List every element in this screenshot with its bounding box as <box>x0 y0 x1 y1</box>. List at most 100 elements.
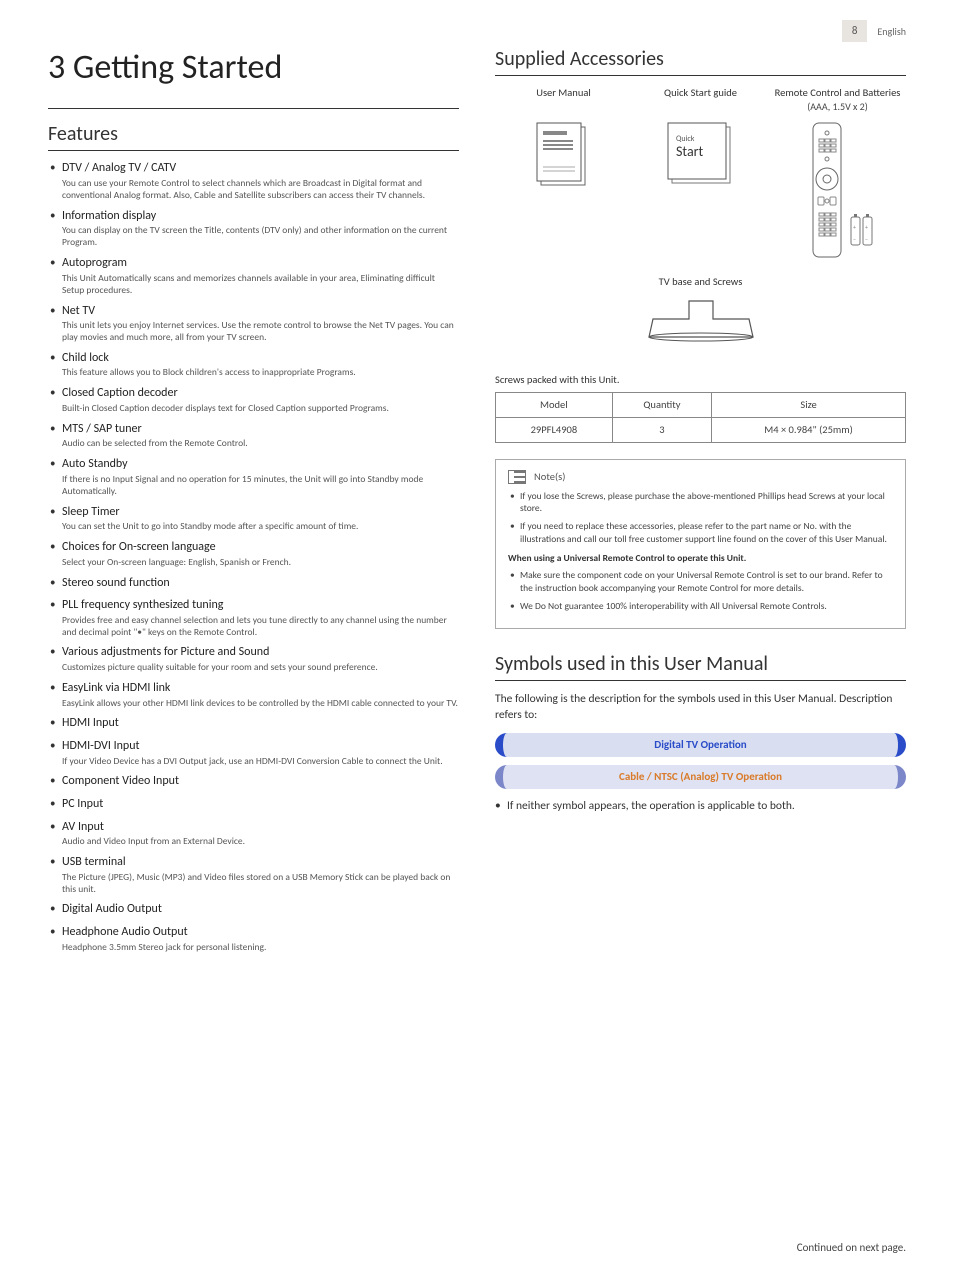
feature-title: Various adjustments for Picture and Soun… <box>62 645 459 661</box>
feature-title: Component Video Input <box>62 774 459 790</box>
feature-title: Digital Audio Output <box>62 902 459 918</box>
pill-analog-tv: Cable / NTSC (Analog) TV Operation <box>495 765 906 789</box>
chapter-rule <box>48 108 459 109</box>
two-column-layout: 3 Getting Started Features DTV / Analog … <box>48 46 906 960</box>
feature-title: DTV / Analog TV / CATV <box>62 161 459 177</box>
page-header: 8 English <box>48 20 906 42</box>
accessories-labels-row: User Manual Quick Start guide Remote Con… <box>495 86 906 113</box>
feature-title: Autoprogram <box>62 256 459 272</box>
feature-item: USB terminalThe Picture (JPEG), Music (M… <box>48 855 459 895</box>
feature-title: Stereo sound function <box>62 576 459 592</box>
chapter-number: 3 <box>48 47 65 88</box>
feature-item: AV InputAudio and Video Input from an Ex… <box>48 820 459 848</box>
pill-digital-tv: Digital TV Operation <box>495 733 906 757</box>
feature-desc: This unit lets you enjoy Internet servic… <box>62 320 459 344</box>
feature-desc: Headphone 3.5mm Stereo jack for personal… <box>62 942 459 954</box>
svg-text:−: − <box>865 235 868 243</box>
chapter-name: Getting Started <box>73 47 282 88</box>
svg-text:+: + <box>865 223 868 231</box>
td-model: 29PFL4908 <box>496 417 613 442</box>
notes-label: Note(s) <box>534 470 565 484</box>
feature-item: Sleep TimerYou can set the Unit to go in… <box>48 505 459 533</box>
feature-item: HDMI-DVI InputIf your Video Device has a… <box>48 739 459 767</box>
feature-title: HDMI-DVI Input <box>62 739 459 755</box>
right-column: Supplied Accessories User Manual Quick S… <box>495 46 906 960</box>
th-quantity: Quantity <box>612 393 711 418</box>
feature-desc: You can use your Remote Control to selec… <box>62 178 459 202</box>
feature-desc: Customizes picture quality suitable for … <box>62 662 459 674</box>
note-item: If you need to replace these accessories… <box>508 520 893 546</box>
feature-item: Component Video Input <box>48 774 459 790</box>
accessories-heading: Supplied Accessories <box>495 46 906 76</box>
feature-item: EasyLink via HDMI linkEasyLink allows yo… <box>48 681 459 709</box>
feature-title: Information display <box>62 209 459 225</box>
feature-item: Auto StandbyIf there is no Input Signal … <box>48 457 459 497</box>
label-remote: Remote Control and Batteries <box>769 86 906 100</box>
feature-desc: The Picture (JPEG), Music (MP3) and Vide… <box>62 872 459 896</box>
feature-desc: Audio and Video Input from an External D… <box>62 836 459 848</box>
feature-desc: Provides free and easy channel selection… <box>62 615 459 639</box>
feature-desc: You can display on the TV screen the Tit… <box>62 225 459 249</box>
td-quantity: 3 <box>612 417 711 442</box>
feature-desc: If your Video Device has a DVI Output ja… <box>62 756 459 768</box>
feature-title: Sleep Timer <box>62 505 459 521</box>
footer-continued: Continued on next page. <box>48 1241 906 1255</box>
feature-item: Net TVThis unit lets you enjoy Internet … <box>48 304 459 344</box>
svg-text:−: − <box>853 235 856 243</box>
notes-list-after: Make sure the component code on your Uni… <box>508 569 893 612</box>
symbols-heading: Symbols used in this User Manual <box>495 651 906 681</box>
quickstart-icon: Quick Start <box>632 121 769 191</box>
feature-title: Headphone Audio Output <box>62 925 459 941</box>
manual-icon <box>495 121 632 191</box>
feature-title: HDMI Input <box>62 716 459 732</box>
feature-title: Auto Standby <box>62 457 459 473</box>
feature-desc: If there is no Input Signal and no opera… <box>62 474 459 498</box>
label-quick-start: Quick Start guide <box>632 86 769 100</box>
note-item: Make sure the component code on your Uni… <box>508 569 893 595</box>
feature-title: Child lock <box>62 351 459 367</box>
feature-title: PC Input <box>62 797 459 813</box>
feature-item: AutoprogramThis Unit Automatically scans… <box>48 256 459 296</box>
feature-item: Closed Caption decoderBuilt-in Closed Ca… <box>48 386 459 414</box>
features-heading: Features <box>48 121 459 151</box>
table-row: 29PFL4908 3 M4 × 0.984" (25mm) <box>496 417 906 442</box>
remote-icon: + − + − <box>769 121 906 261</box>
note-item: We Do Not guarantee 100% interoperabilit… <box>508 600 893 613</box>
feature-item: DTV / Analog TV / CATVYou can use your R… <box>48 161 459 201</box>
table-header-row: Model Quantity Size <box>496 393 906 418</box>
feature-item: Information displayYou can display on th… <box>48 209 459 249</box>
svg-text:+: + <box>853 223 856 231</box>
feature-desc: You can set the Unit to go into Standby … <box>62 521 459 533</box>
feature-item: Digital Audio Output <box>48 902 459 918</box>
feature-title: EasyLink via HDMI link <box>62 681 459 697</box>
feature-item: HDMI Input <box>48 716 459 732</box>
left-column: 3 Getting Started Features DTV / Analog … <box>48 46 459 960</box>
td-size: M4 × 0.984" (25mm) <box>712 417 906 442</box>
feature-desc: Audio can be selected from the Remote Co… <box>62 438 459 450</box>
feature-title: Net TV <box>62 304 459 320</box>
screw-table: Model Quantity Size 29PFL4908 3 M4 × 0.9… <box>495 392 906 442</box>
feature-list: DTV / Analog TV / CATVYou can use your R… <box>48 161 459 953</box>
chapter-title: 3 Getting Started <box>48 46 459 90</box>
notes-icon <box>508 470 526 484</box>
feature-title: USB terminal <box>62 855 459 871</box>
feature-title: MTS / SAP tuner <box>62 422 459 438</box>
feature-item: Various adjustments for Picture and Soun… <box>48 645 459 673</box>
feature-item: MTS / SAP tunerAudio can be selected fro… <box>48 422 459 450</box>
svg-text:Start: Start <box>676 143 704 160</box>
notes-header: Note(s) <box>508 470 893 484</box>
page-language: English <box>877 25 906 38</box>
th-size: Size <box>712 393 906 418</box>
symbols-intro: The following is the description for the… <box>495 691 906 723</box>
feature-item: Child lockThis feature allows you to Blo… <box>48 351 459 379</box>
accessories-illustrations: Quick Start <box>495 121 906 261</box>
th-model: Model <box>496 393 613 418</box>
feature-desc: Built-in Closed Caption decoder displays… <box>62 403 459 415</box>
feature-item: PLL frequency synthesized tuningProvides… <box>48 598 459 638</box>
feature-title: Closed Caption decoder <box>62 386 459 402</box>
page-number: 8 <box>842 20 868 42</box>
feature-desc: This feature allows you to Block childre… <box>62 367 459 379</box>
feature-desc: Select your On-screen language: English,… <box>62 557 459 569</box>
symbol-neither-note: If neither symbol appears, the operation… <box>495 799 906 814</box>
feature-item: Stereo sound function <box>48 576 459 592</box>
